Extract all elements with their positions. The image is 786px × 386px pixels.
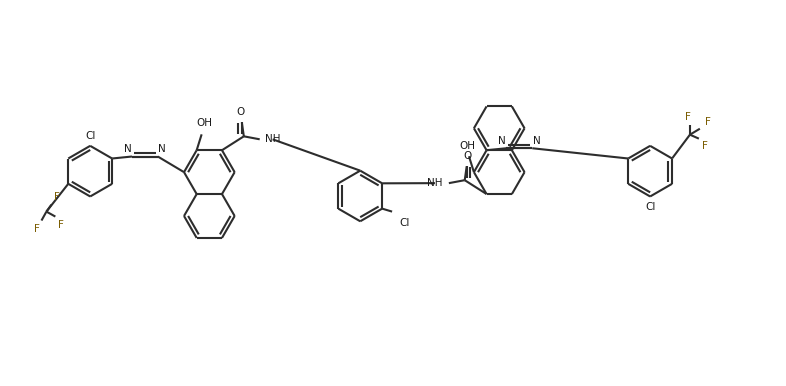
Text: O: O xyxy=(464,151,472,161)
Text: O: O xyxy=(237,107,245,117)
Text: OH: OH xyxy=(196,119,213,129)
Text: N: N xyxy=(498,136,506,146)
Text: N: N xyxy=(123,144,131,154)
Text: F: F xyxy=(705,117,711,127)
Text: F: F xyxy=(34,223,39,234)
Text: Cl: Cl xyxy=(85,131,95,141)
Text: F: F xyxy=(702,141,707,151)
Text: NH: NH xyxy=(265,134,280,144)
Text: Cl: Cl xyxy=(399,218,410,228)
Text: NH: NH xyxy=(428,178,443,188)
Text: F: F xyxy=(685,112,691,122)
Text: Cl: Cl xyxy=(645,202,656,212)
Text: OH: OH xyxy=(459,141,475,151)
Text: N: N xyxy=(158,144,166,154)
Text: F: F xyxy=(58,220,64,230)
Text: F: F xyxy=(54,192,61,202)
Text: N: N xyxy=(533,136,541,146)
